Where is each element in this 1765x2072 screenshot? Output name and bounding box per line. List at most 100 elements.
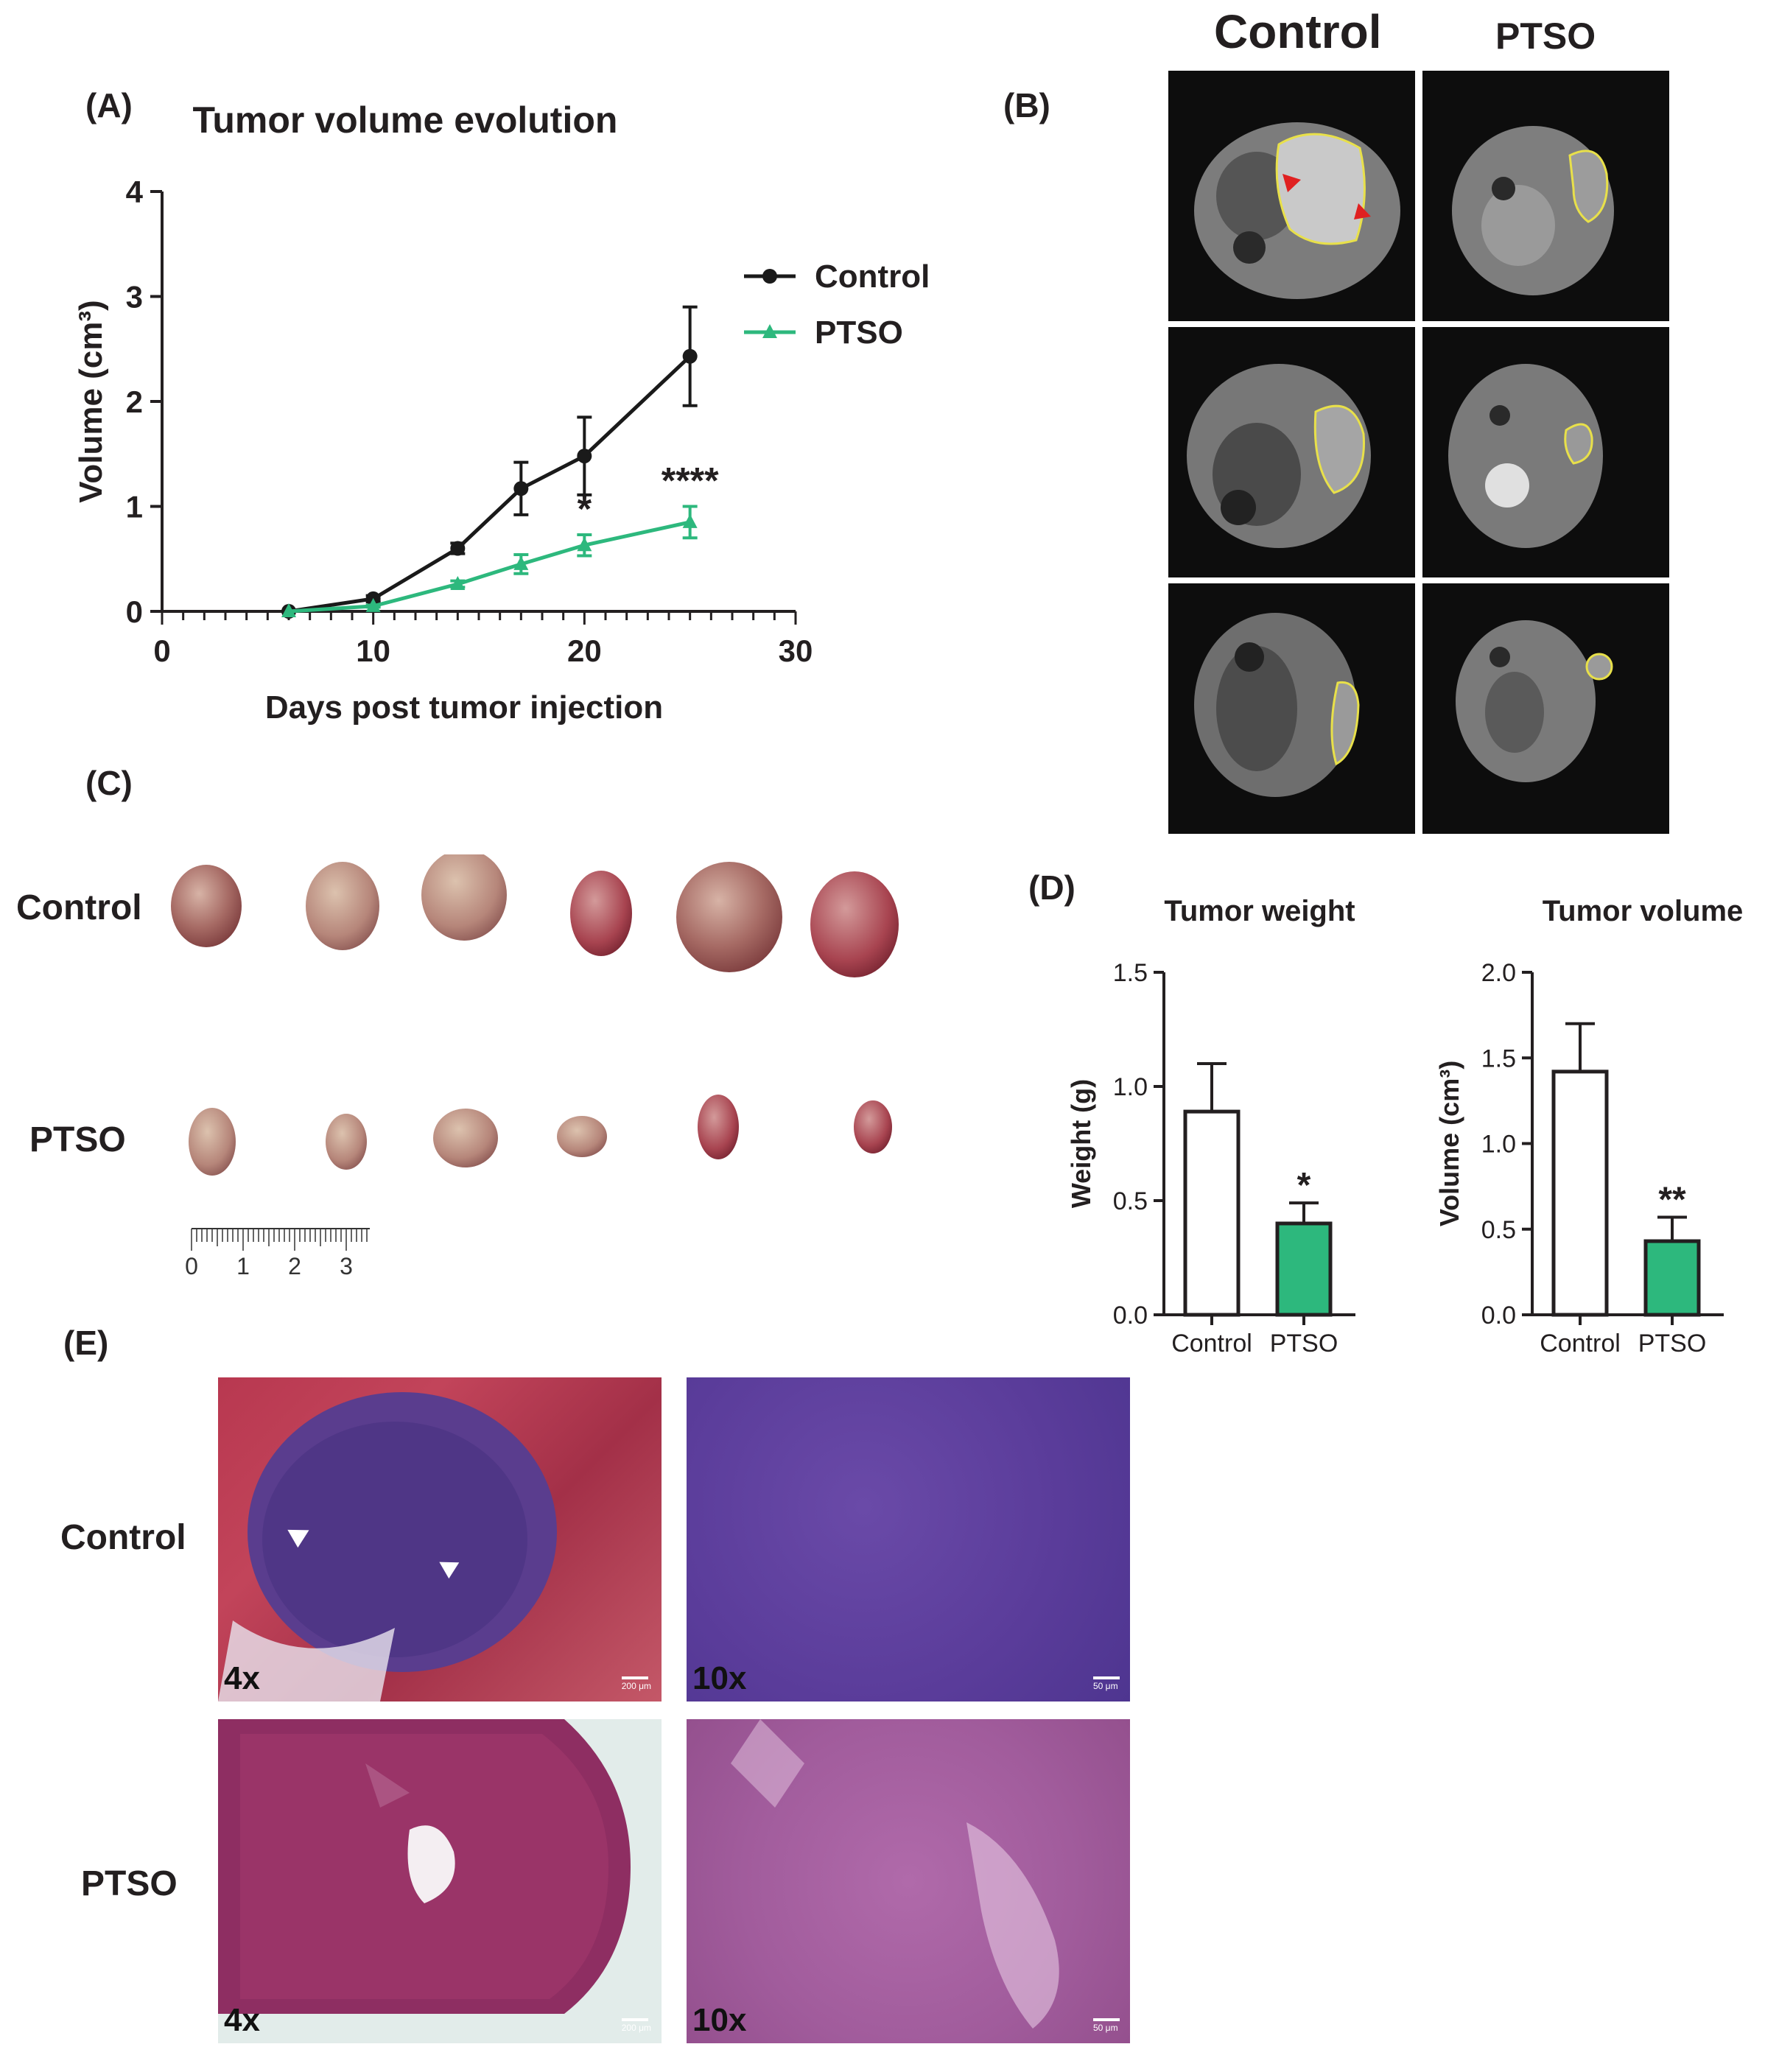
scale-bar-50um: 50 μm (1093, 1676, 1120, 1691)
mri-control-slice-2 (1168, 327, 1415, 577)
control-tumor-3 (421, 854, 507, 941)
y-tick-label: 0.5 (1113, 1187, 1148, 1215)
x-tick-label: PTSO (1638, 1330, 1707, 1358)
red-arrowhead-icon (1354, 203, 1371, 220)
data-point-ptso (450, 575, 466, 590)
data-point-ptso (682, 513, 698, 528)
mri-control-slice-3 (1168, 583, 1415, 834)
y-axis-label: Volume (cm³) (1434, 1061, 1464, 1226)
control-tumor-5 (676, 862, 782, 972)
excised-tumor-photos (171, 854, 899, 1176)
y-tick-label: 1.0 (1481, 1131, 1516, 1159)
data-point-control (513, 481, 529, 496)
y-tick-label: 3 (126, 280, 143, 315)
bar-ptso (1643, 1239, 1701, 1317)
y-tick-label: 0.0 (1113, 1302, 1148, 1330)
ruler-label-2: 2 (288, 1253, 301, 1279)
y-tick-label: 1.0 (1113, 1073, 1148, 1101)
ruler-label-0: 0 (185, 1253, 198, 1279)
control-tumor-1 (171, 865, 242, 947)
y-tick-label: 0.5 (1481, 1216, 1516, 1244)
x-tick-label: Control (1540, 1330, 1621, 1358)
magnification-label: 10x (692, 2002, 747, 2038)
legend-marker (762, 269, 777, 284)
mri-tumor-roi (1275, 133, 1366, 245)
x-tick-label: Control (1171, 1330, 1252, 1358)
y-tick-label: 1 (126, 490, 143, 524)
y-tick-label: 2.0 (1481, 959, 1516, 987)
histology-control-10x: 10x 50 μm (687, 1377, 1130, 1702)
legend-label-control: Control (815, 259, 930, 295)
mri-control-slice-1 (1168, 71, 1415, 321)
histology-row-ptso-label: PTSO (81, 1864, 178, 1903)
bar-ptso (1275, 1221, 1333, 1317)
bar-chart-title: Tumor weight (1164, 895, 1355, 927)
y-axis-label: Weight (g) (1066, 1079, 1096, 1208)
x-tick-label: 10 (356, 633, 390, 668)
y-axis-label: Volume (cm³) (73, 300, 109, 502)
legend-marker (762, 324, 777, 338)
data-point-ptso (513, 555, 529, 570)
significance-marker: ** (1658, 1180, 1686, 1219)
histology-ptso-4x: 4x 200 μm (218, 1719, 662, 2043)
y-tick-label: 4 (126, 175, 144, 209)
mri-ptso-slice-3 (1422, 583, 1669, 834)
x-axis-label: Days post tumor injection (265, 689, 663, 726)
y-tick-label: 1.5 (1113, 959, 1148, 987)
scale-bar-200um: 200 μm (622, 2018, 651, 2033)
mri-tumor-roi (1330, 681, 1360, 766)
tumor-photo-row-ptso-label: PTSO (29, 1120, 126, 1159)
tumor-volume-line-chart: Tumor volume evolution 0 1 2 3 4 0 10 20 30 Days p… (73, 99, 930, 726)
histology-control-4x: 4x 200 μm (218, 1377, 662, 1702)
ruler-label-1: 1 (236, 1253, 250, 1279)
mri-ptso-slice-1 (1422, 71, 1669, 321)
tumor-photo-row-control-label: Control (16, 888, 142, 927)
red-arrowhead-icon (1282, 174, 1301, 192)
scale-bar-200um: 200 μm (622, 1676, 651, 1691)
y-tick-label: 0.0 (1481, 1302, 1516, 1330)
mri-tumor-roi (1313, 404, 1365, 494)
chart-a-title: Tumor volume evolution (193, 99, 618, 141)
control-tumor-4 (570, 871, 632, 956)
magnification-label: 4x (224, 2002, 260, 2038)
magnification-label: 10x (692, 1660, 747, 1696)
significance-marker: * (578, 488, 592, 530)
mri-image-grid (1168, 71, 1669, 834)
panel-label-d: (D) (1028, 868, 1076, 907)
mri-column-ptso-label: PTSO (1495, 15, 1596, 57)
data-point-control (577, 449, 592, 464)
mri-tumor-roi (1564, 423, 1593, 465)
control-tumor-6 (810, 871, 899, 977)
ptso-tumor-1 (189, 1108, 236, 1176)
data-point-ptso (577, 537, 592, 552)
mri-tumor-roi (1585, 653, 1613, 681)
x-tick-label: PTSO (1270, 1330, 1338, 1358)
panel-label-b: (B) (1003, 86, 1050, 124)
panel-label-e: (E) (63, 1324, 109, 1362)
ptso-tumor-2 (326, 1114, 367, 1170)
data-point-ptso (281, 603, 296, 617)
significance-marker: **** (662, 460, 719, 502)
ptso-tumor-5 (698, 1095, 739, 1159)
y-tick-label: 2 (126, 384, 143, 419)
x-tick-label: 20 (567, 633, 602, 668)
white-arrowhead-icon (287, 1529, 309, 1548)
significance-marker: * (1297, 1166, 1311, 1205)
y-tick-label: 0 (126, 594, 143, 629)
ptso-tumor-4 (557, 1116, 607, 1157)
panel-label-a: (A) (85, 86, 133, 124)
series-line-control (288, 354, 692, 614)
panel-label-c: (C) (85, 764, 133, 802)
mri-ptso-slice-2 (1422, 327, 1669, 577)
ruler-scale: 0 1 2 3 (185, 1228, 370, 1279)
mri-column-control-label: Control (1214, 5, 1382, 58)
tumor-volume-bar-chart: Tumor volume 0.0 0.5 1.0 1.5 2.0 Volume (cm³) C… (1434, 895, 1743, 1358)
mri-tumor-roi (1568, 150, 1609, 223)
data-point-control (450, 541, 466, 556)
magnification-label: 4x (224, 1660, 260, 1696)
data-point-control (682, 348, 698, 364)
histology-ptso-10x: 10x 50 μm (687, 1719, 1130, 2043)
series-line-ptso (288, 520, 691, 614)
control-tumor-2 (306, 862, 379, 950)
ptso-tumor-6 (854, 1100, 892, 1153)
